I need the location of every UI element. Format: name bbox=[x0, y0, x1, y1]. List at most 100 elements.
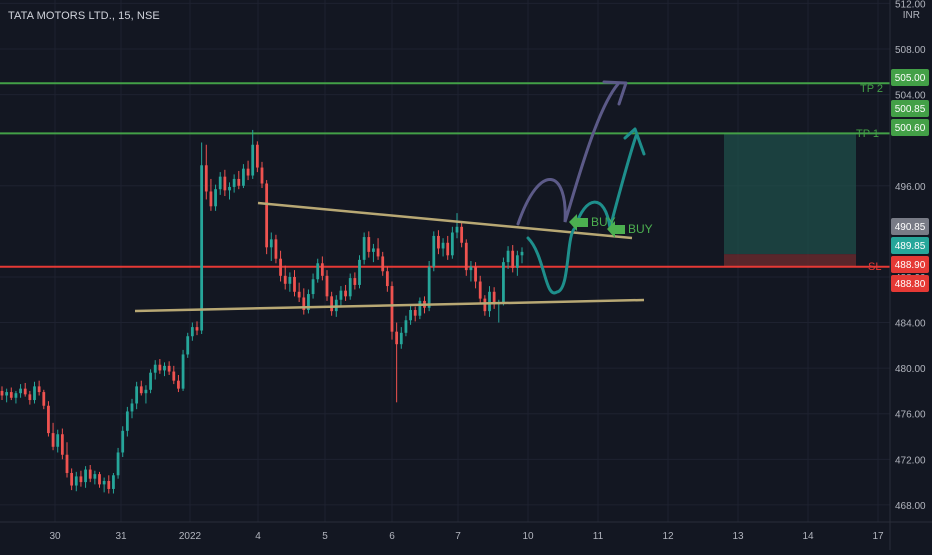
candle[interactable] bbox=[488, 286, 491, 317]
candle[interactable] bbox=[98, 471, 101, 488]
candle[interactable] bbox=[190, 322, 194, 341]
candle[interactable] bbox=[395, 322, 399, 403]
candle[interactable] bbox=[460, 221, 464, 248]
candle[interactable] bbox=[5, 388, 9, 403]
candle[interactable] bbox=[200, 142, 204, 334]
candle[interactable] bbox=[232, 174, 236, 193]
candle[interactable] bbox=[483, 295, 487, 316]
candle[interactable] bbox=[348, 273, 352, 300]
candle[interactable] bbox=[293, 270, 296, 297]
candle[interactable] bbox=[376, 238, 380, 260]
candle[interactable] bbox=[325, 270, 329, 301]
candle[interactable] bbox=[441, 238, 445, 257]
candle[interactable] bbox=[469, 261, 473, 282]
candle[interactable] bbox=[404, 315, 408, 337]
candle[interactable] bbox=[218, 172, 222, 195]
candle[interactable] bbox=[116, 447, 120, 479]
buy-arrow-2[interactable]: BUY bbox=[607, 221, 653, 238]
candle[interactable] bbox=[237, 170, 241, 190]
candle[interactable] bbox=[260, 161, 264, 189]
candle[interactable] bbox=[358, 255, 361, 289]
candle[interactable] bbox=[520, 247, 524, 264]
candle[interactable] bbox=[228, 182, 231, 200]
candle[interactable] bbox=[130, 398, 134, 419]
candle[interactable] bbox=[297, 282, 301, 303]
candle[interactable] bbox=[65, 442, 69, 478]
candle[interactable] bbox=[88, 465, 92, 483]
candle[interactable] bbox=[172, 365, 176, 385]
candle[interactable] bbox=[223, 169, 227, 197]
candle[interactable] bbox=[33, 381, 36, 404]
candle[interactable] bbox=[385, 266, 389, 292]
candle[interactable] bbox=[511, 245, 515, 273]
candle[interactable] bbox=[427, 261, 431, 312]
candle[interactable] bbox=[51, 422, 55, 451]
candle[interactable] bbox=[144, 385, 148, 404]
candle[interactable] bbox=[214, 184, 217, 211]
candle[interactable] bbox=[177, 374, 180, 393]
loss-zone[interactable] bbox=[724, 254, 856, 267]
candle[interactable] bbox=[255, 141, 259, 173]
candle[interactable] bbox=[60, 428, 64, 460]
candle[interactable] bbox=[70, 468, 74, 491]
candle[interactable] bbox=[9, 387, 13, 401]
candle[interactable] bbox=[344, 284, 347, 301]
candle[interactable] bbox=[23, 382, 27, 397]
candle[interactable] bbox=[139, 380, 143, 396]
candle[interactable] bbox=[515, 250, 519, 276]
candle[interactable] bbox=[195, 321, 199, 336]
candle[interactable] bbox=[464, 239, 468, 276]
profit-zone[interactable] bbox=[724, 133, 856, 255]
candle[interactable] bbox=[381, 251, 385, 276]
candle[interactable] bbox=[42, 389, 46, 410]
candle[interactable] bbox=[506, 246, 510, 269]
support-trendline[interactable] bbox=[134, 298, 645, 313]
candle[interactable] bbox=[432, 231, 436, 272]
candle[interactable] bbox=[307, 289, 310, 314]
candle[interactable] bbox=[84, 466, 87, 488]
candle[interactable] bbox=[167, 361, 171, 375]
candle[interactable] bbox=[330, 291, 334, 316]
candle[interactable] bbox=[367, 231, 371, 258]
candle[interactable] bbox=[455, 213, 459, 239]
candle[interactable] bbox=[450, 226, 454, 259]
candle[interactable] bbox=[19, 384, 22, 398]
candle[interactable] bbox=[390, 281, 394, 340]
candle[interactable] bbox=[478, 275, 482, 305]
candle[interactable] bbox=[269, 232, 273, 261]
candle[interactable] bbox=[288, 272, 292, 292]
candle[interactable] bbox=[446, 235, 450, 260]
candle[interactable] bbox=[28, 390, 32, 405]
candle[interactable] bbox=[107, 475, 111, 494]
candle[interactable] bbox=[74, 471, 78, 492]
candle[interactable] bbox=[492, 287, 496, 309]
candle[interactable] bbox=[204, 144, 208, 200]
candle[interactable] bbox=[320, 256, 324, 281]
candle[interactable] bbox=[102, 477, 106, 493]
candle[interactable] bbox=[186, 332, 190, 358]
candle[interactable] bbox=[413, 306, 417, 322]
candle[interactable] bbox=[251, 129, 255, 179]
buy-arrow-1[interactable]: BUY bbox=[569, 214, 616, 231]
candle[interactable] bbox=[181, 349, 185, 391]
candle[interactable] bbox=[372, 243, 375, 263]
candle[interactable] bbox=[274, 234, 278, 264]
candle[interactable] bbox=[93, 470, 97, 485]
candle[interactable] bbox=[283, 265, 287, 290]
candle[interactable] bbox=[149, 369, 152, 394]
resistance-trendline[interactable] bbox=[257, 201, 633, 240]
candle[interactable] bbox=[302, 288, 306, 315]
candle[interactable] bbox=[339, 286, 343, 306]
candle[interactable] bbox=[311, 273, 315, 299]
candle[interactable] bbox=[135, 381, 139, 410]
candle[interactable] bbox=[279, 250, 282, 282]
candle[interactable] bbox=[209, 178, 213, 211]
candle[interactable] bbox=[79, 470, 83, 487]
candle[interactable] bbox=[409, 305, 412, 325]
candle[interactable] bbox=[47, 401, 50, 437]
candle[interactable] bbox=[112, 472, 115, 494]
candle[interactable] bbox=[0, 386, 4, 401]
candle[interactable] bbox=[265, 180, 269, 255]
candle[interactable] bbox=[246, 160, 250, 181]
